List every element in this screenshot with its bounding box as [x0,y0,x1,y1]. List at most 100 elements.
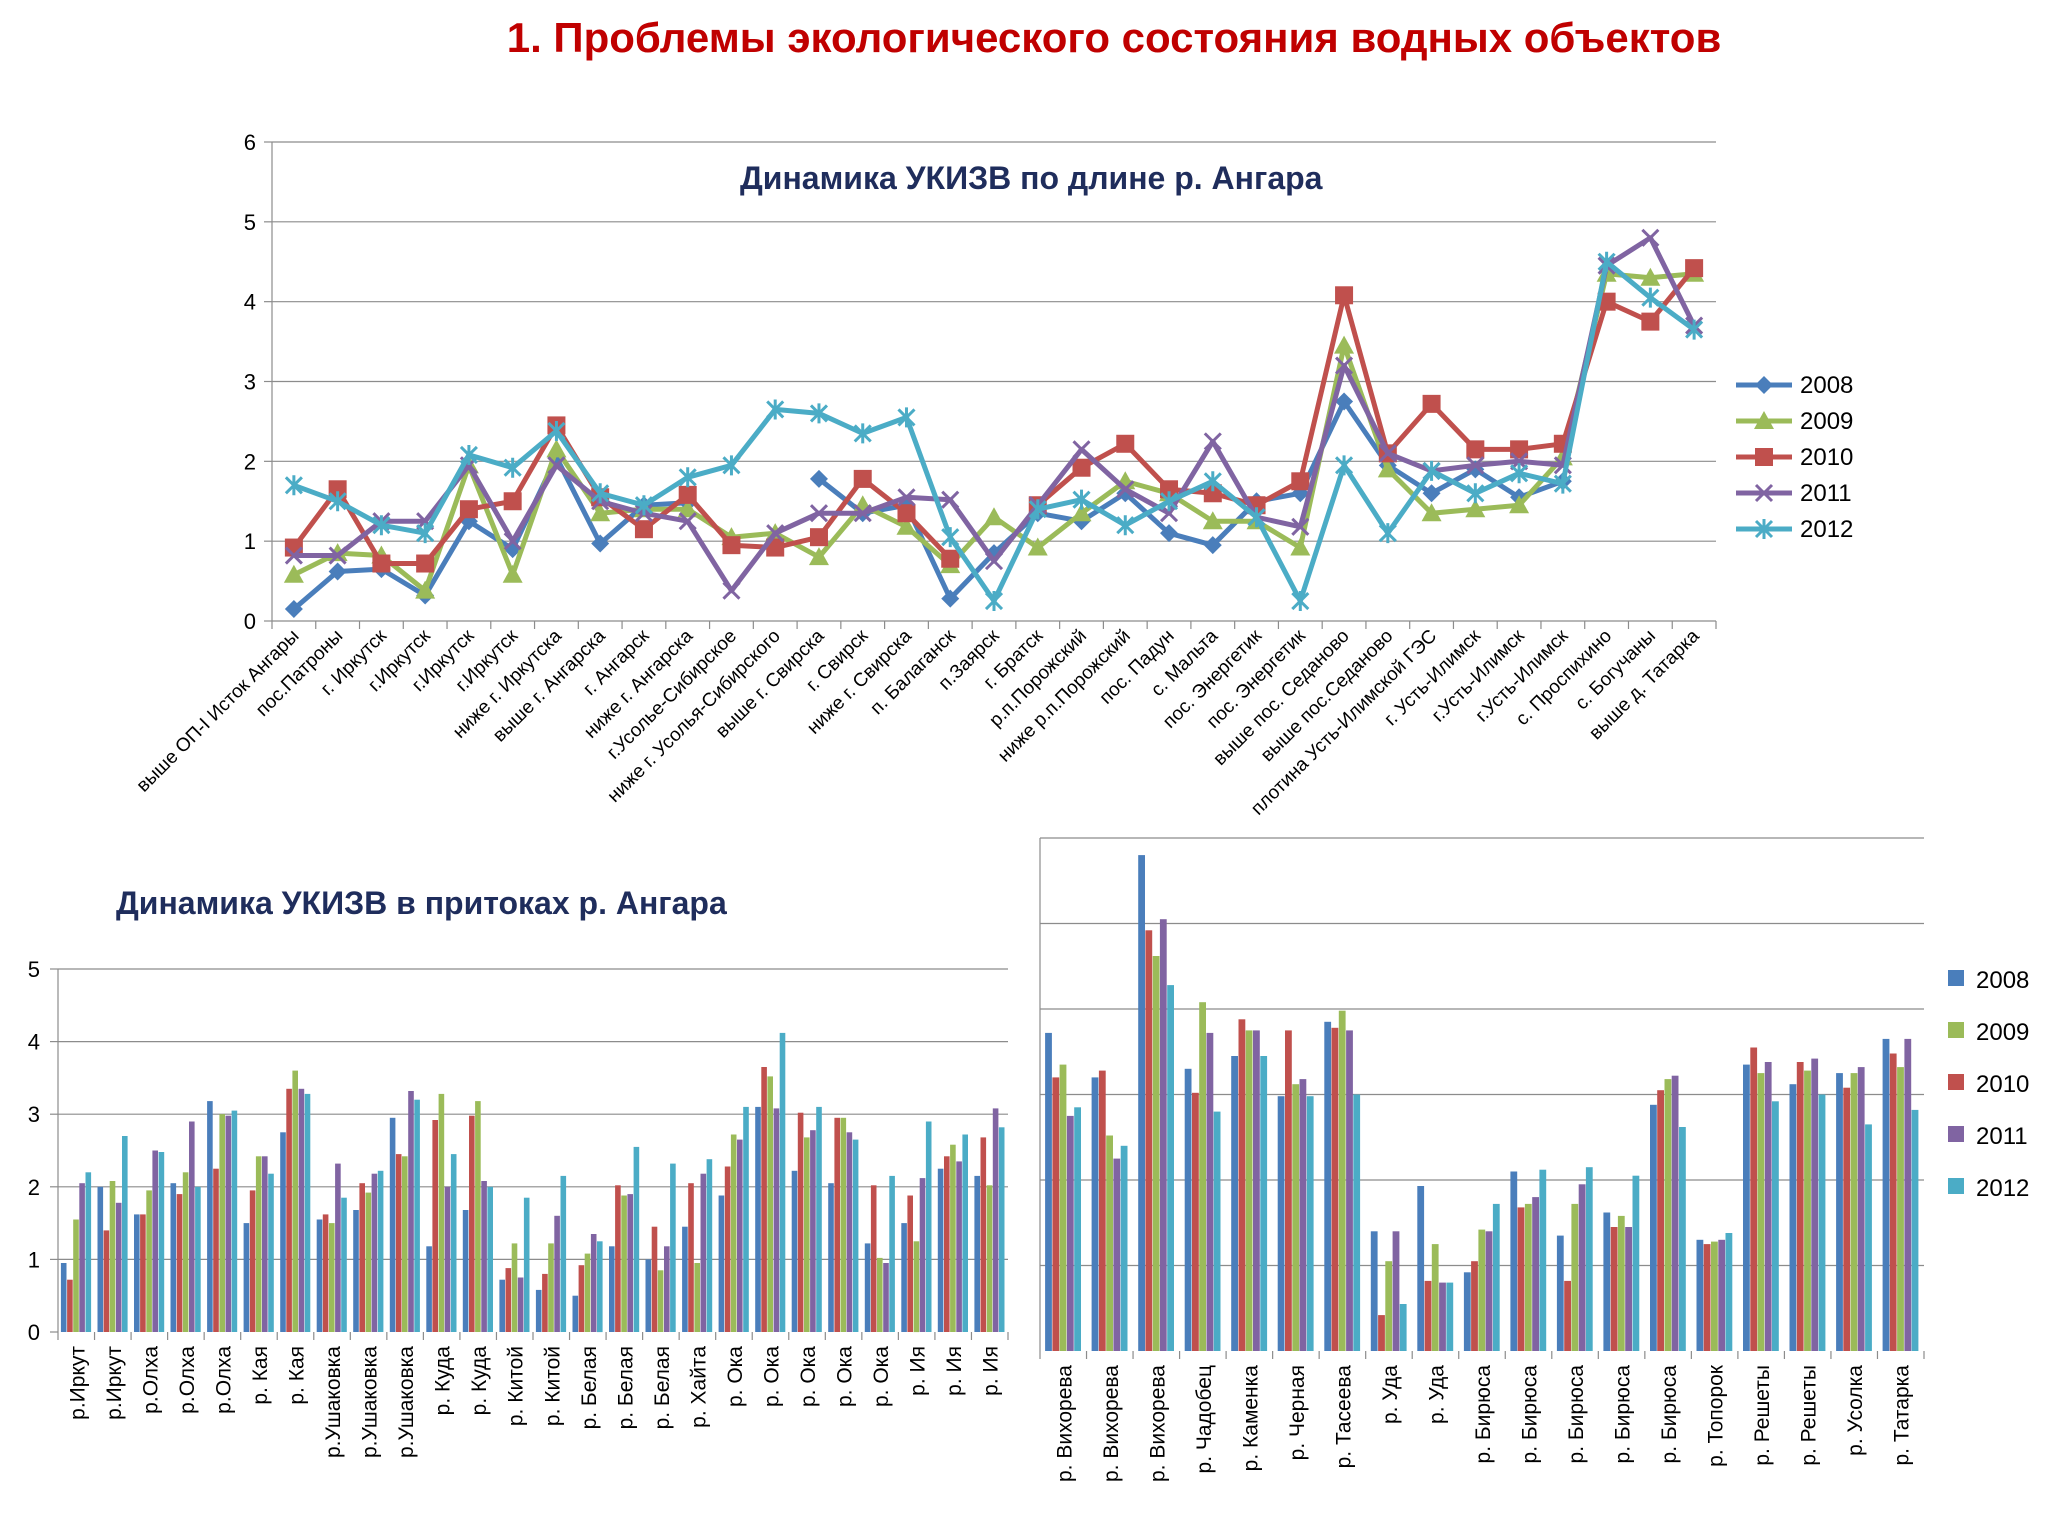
bar [1463,1272,1471,1351]
x-category-label: р. Тасеева [1332,1365,1355,1469]
data-point-triangle [984,507,1004,526]
y-tick-label: 5 [244,210,256,235]
data-point-star [984,591,1004,612]
data-point-star [941,527,960,548]
bar [432,1120,438,1332]
bar [1098,1070,1106,1351]
data-point-square [328,480,347,499]
legend-item-2009: 2009 [1736,408,1853,435]
bar [1424,1280,1432,1351]
data-point-diamond [328,562,347,581]
x-category-label: р.Иркут [66,1346,89,1420]
bar [438,1093,445,1332]
bar [877,1257,883,1332]
bar [1052,1077,1060,1351]
series-line-2008 [292,399,1564,611]
data-point-square [897,504,916,523]
bar [688,1183,694,1332]
bar [1213,1111,1221,1351]
x-category-label: р. Белая [614,1346,637,1429]
bar [621,1195,627,1332]
bar [134,1214,140,1332]
bar [1206,1032,1214,1351]
bar [1664,1079,1672,1351]
data-point-x [722,581,741,600]
bar-series-2009 [73,1070,993,1333]
bar-series-2010 [1052,930,1897,1351]
bar [956,1161,962,1332]
bar [1564,1280,1571,1351]
data-point-triangle [896,516,917,535]
bar [694,1263,700,1332]
data-point-triangle [1202,511,1223,530]
bar [1238,1019,1246,1351]
bar [974,1175,980,1332]
data-point-star [1510,463,1529,484]
data-point-diamond [1422,484,1441,503]
bar [1106,1135,1113,1351]
data-point-x [1072,440,1091,459]
x-category-label: р.Олха [176,1346,199,1414]
legend-item-2009: 2009 [1948,1019,2029,1046]
data-point-star [503,457,522,478]
bar [1764,1062,1772,1351]
data-point-square [459,500,478,519]
legend-label: 2012 [1976,1175,2029,1202]
bar [590,1234,597,1332]
data-point-star [1466,483,1485,504]
data-point-square [1116,434,1135,453]
bar [1679,1127,1686,1351]
bar [316,1219,323,1332]
bar [651,1226,658,1332]
bar [377,1170,384,1332]
bar [1524,1203,1532,1351]
bar [523,1197,530,1332]
bar [79,1183,85,1332]
data-point-square [1422,394,1441,413]
bar [1657,1090,1664,1351]
bar [1417,1186,1425,1351]
bar [1772,1101,1779,1351]
bar [810,1130,816,1332]
data-point-square [416,554,435,573]
bar [1385,1261,1393,1351]
bar [1392,1231,1400,1351]
x-category-label: р. Ия [943,1346,966,1396]
bar [414,1099,420,1332]
bar [402,1156,408,1332]
data-point-triangle [1027,537,1048,556]
x-category-label: р. Чадобец [1193,1365,1216,1473]
bar [1911,1109,1919,1351]
x-category-label: р. Китой [505,1346,528,1426]
bar [146,1190,152,1332]
x-category-label: р. Вихорева [1100,1365,1123,1482]
data-point-triangle [1334,335,1355,354]
bar [1696,1239,1704,1351]
data-point-x [897,488,916,507]
bar [1625,1227,1632,1351]
x-category-label: р. Кая [249,1346,272,1405]
bar [1510,1171,1518,1351]
data-point-star [1159,491,1179,512]
legend-label: 2008 [1800,372,1853,399]
data-point-star [1378,523,1397,544]
bar [286,1088,292,1332]
data-point-diamond [1160,524,1179,543]
bar [962,1134,968,1332]
y-tick-label: 1 [28,1247,40,1272]
bar [249,1190,256,1332]
bar [1399,1304,1407,1351]
data-point-triangle [1509,495,1530,514]
legend-item-2010: 2010 [1736,444,1853,471]
data-point-triangle [1640,267,1661,286]
data-point-square [634,520,653,539]
bar [511,1243,518,1332]
bar-series-2012 [85,1032,1005,1333]
bar [231,1110,238,1332]
bar [395,1154,402,1332]
bar [804,1137,810,1332]
bar [852,1139,859,1332]
bar [907,1195,913,1332]
data-point-diamond [809,469,828,488]
